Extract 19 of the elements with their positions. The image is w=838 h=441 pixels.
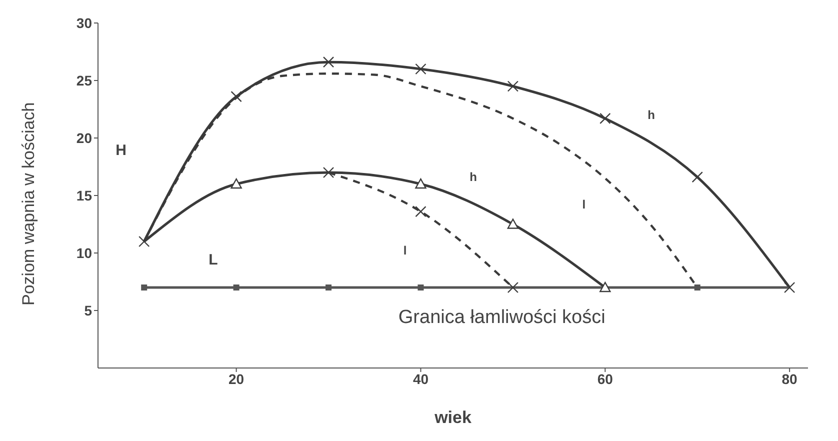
annotation: l	[582, 198, 586, 212]
y-tick-label: 20	[76, 130, 92, 146]
x-tick-label: 60	[597, 370, 614, 387]
x-tick-label: 20	[228, 370, 244, 387]
annotation: Granica łamliwości kości	[398, 306, 606, 328]
y-tick-label: 15	[76, 187, 92, 204]
annotation: L	[208, 251, 218, 268]
annotation: H	[116, 142, 126, 160]
y-tick-label: 5	[84, 302, 92, 318]
y-tick-label: 25	[76, 72, 92, 88]
annotation: l	[403, 244, 407, 258]
annotation: h	[648, 108, 655, 122]
y-axis-title: Poziom wapnia w kościach	[19, 102, 38, 306]
annotation: h	[470, 170, 477, 184]
x-tick-label: 40	[412, 370, 429, 387]
y-tick-label: 30	[76, 14, 92, 31]
x-axis-title: wiek	[434, 408, 472, 427]
y-tick-label: 10	[76, 244, 92, 261]
x-tick-label: 80	[782, 370, 798, 387]
